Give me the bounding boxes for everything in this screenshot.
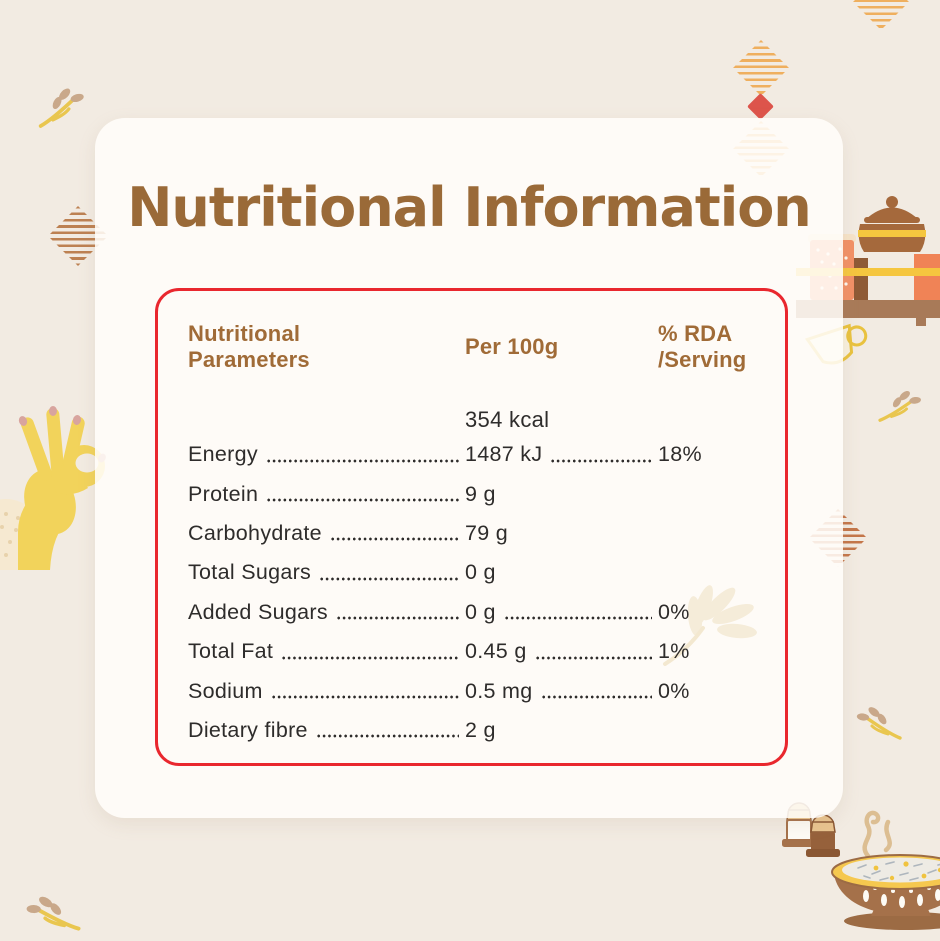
table-header: Nutritional Parameters Per 100g % RDA /S… <box>188 321 761 373</box>
row-value: 0 g <box>465 599 496 624</box>
dot-leader <box>266 498 459 503</box>
row-value: 9 g <box>465 481 496 506</box>
row-value: 0.5 mg <box>465 678 533 703</box>
steaming-rice-bowl-icon <box>782 802 940 930</box>
sprig-leaf-icon <box>876 388 922 426</box>
row-value: 1487 kJ <box>465 442 543 467</box>
page-title: Nutritional Information <box>127 176 812 239</box>
dot-leader <box>329 537 459 542</box>
table-row: Added Sugars 0 g 0% <box>188 593 761 632</box>
pepper-shaker-icon <box>806 814 840 857</box>
row-value: 2 g <box>465 717 496 742</box>
header-rda: % RDA /Serving <box>658 321 747 372</box>
dot-leader <box>265 458 459 463</box>
dot-leader <box>534 655 652 660</box>
row-label: Energy <box>188 442 258 467</box>
row-rda: 18% <box>658 442 702 467</box>
row-label: Total Sugars <box>188 560 312 585</box>
steam-icon <box>862 810 892 859</box>
table-row: Carbohydrate 79 g <box>188 514 761 553</box>
table-row: Protein 9 g <box>188 474 761 513</box>
row-label: Added Sugars <box>188 599 328 624</box>
dot-leader <box>315 734 459 739</box>
sprig-leaf-icon <box>31 83 89 134</box>
flower-watermark-icon <box>663 585 757 666</box>
energy-kcal-row: 354 kcal <box>188 405 761 435</box>
row-label: Total Fat <box>188 639 274 664</box>
row-label: Dietary fibre <box>188 717 308 742</box>
table-row: Total Fat 0.45 g 1% <box>188 632 761 671</box>
table-row: Dietary fibre 2 g <box>188 711 761 750</box>
row-label: Protein <box>188 481 259 506</box>
dot-leader <box>335 616 459 621</box>
nutrition-table: Nutritional Parameters Per 100g % RDA /S… <box>155 288 788 766</box>
striped-diamond-icon <box>733 40 789 96</box>
sprig-leaf-icon <box>24 889 85 941</box>
row-label: Sodium <box>188 678 263 703</box>
striped-diamond-icon <box>853 0 909 30</box>
row-rda: 0% <box>658 678 690 703</box>
dot-leader <box>281 655 459 660</box>
header-parameters: Nutritional Parameters <box>188 321 310 372</box>
table-rows: Energy 1487 kJ 18% Protein 9 g Carbohydrate 79… <box>188 435 761 750</box>
dot-leader <box>270 695 459 700</box>
row-rda: 1% <box>658 639 690 664</box>
row-value: 0.45 g <box>465 639 527 664</box>
table-row: Sodium 0.5 mg 0% <box>188 671 761 710</box>
header-per-100g: Per 100g <box>465 334 559 359</box>
red-diamond-icon <box>747 93 774 120</box>
ok-hand-icon <box>0 406 106 570</box>
dot-leader <box>540 695 652 700</box>
row-value: 0 g <box>465 560 496 585</box>
energy-kcal-value: 354 kcal <box>465 407 550 432</box>
content-card: Nutritional Information <box>95 118 843 818</box>
table-row: Energy 1487 kJ 18% <box>188 435 761 474</box>
table-row: Total Sugars 0 g <box>188 553 761 592</box>
dot-leader <box>550 458 652 463</box>
row-rda: 0% <box>658 599 690 624</box>
dot-leader <box>503 616 652 621</box>
row-label: Carbohydrate <box>188 520 322 545</box>
dot-leader <box>319 576 459 581</box>
row-value: 79 g <box>465 520 509 545</box>
sprig-leaf-icon <box>856 704 904 744</box>
